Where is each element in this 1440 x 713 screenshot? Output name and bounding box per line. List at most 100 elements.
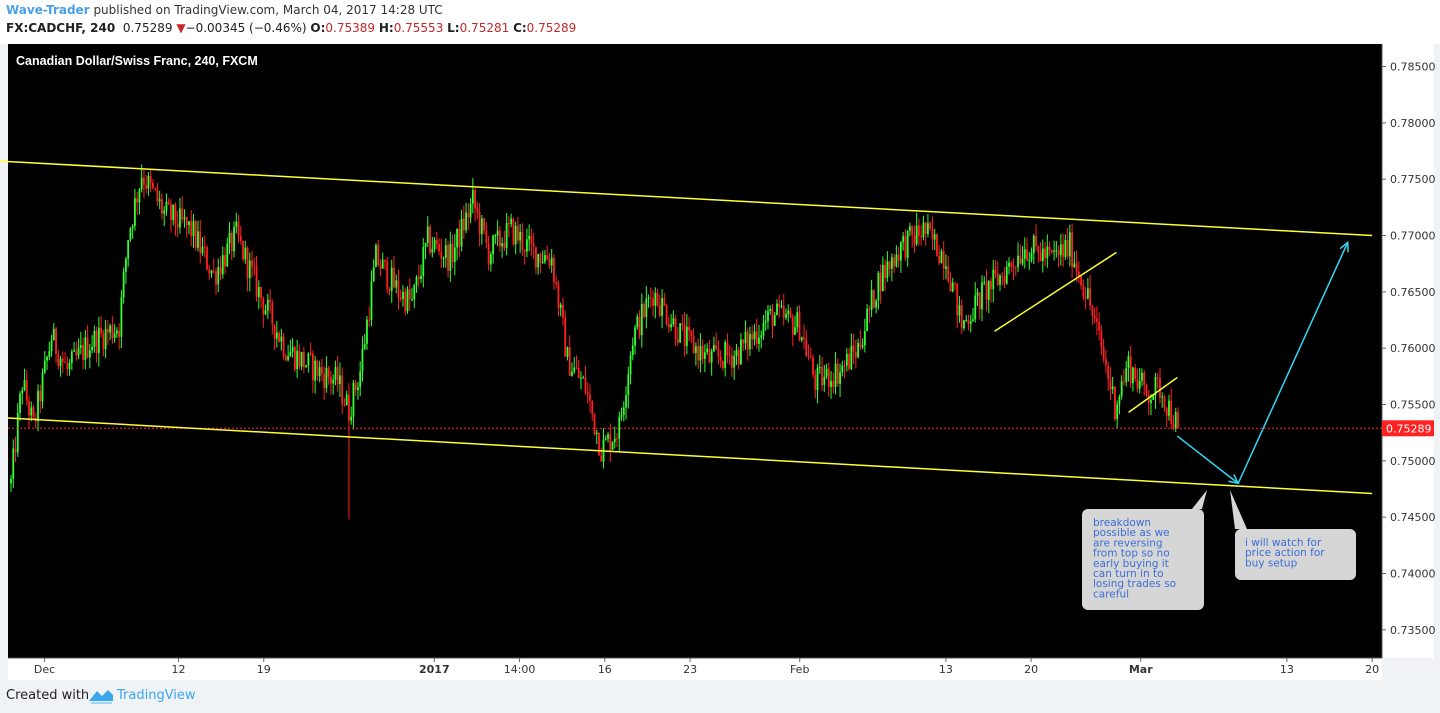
candle-body: [91, 346, 94, 351]
candle-body: [1093, 315, 1096, 319]
low-value: 0.75281: [459, 21, 510, 35]
candle-body: [50, 340, 53, 352]
open-label: O:: [310, 21, 326, 35]
author-link[interactable]: Wave-Trader: [6, 3, 90, 17]
candle-body: [278, 332, 280, 342]
candle-body: [936, 234, 938, 256]
candle-body: [1075, 263, 1078, 272]
candle-body: [1100, 330, 1103, 348]
candle-body: [100, 327, 103, 334]
candle-body: [16, 412, 19, 453]
candle-body: [129, 228, 132, 241]
candle-body: [1062, 244, 1065, 257]
candle-body: [996, 274, 999, 285]
candle-body: [703, 352, 706, 360]
candle-body: [544, 255, 546, 262]
candle-body: [595, 432, 598, 435]
candle-body: [1048, 246, 1051, 250]
candle-body: [339, 375, 341, 385]
chart[interactable]: Canadian Dollar/Swiss Franc, 240, FXCM 0…: [0, 44, 1440, 684]
candle-body: [498, 230, 501, 247]
price-axis[interactable]: [1382, 44, 1434, 658]
callout-text: breakdown possible as we are reversing from…: [1093, 517, 1176, 600]
high-label: H:: [378, 21, 394, 35]
change-arrow-icon: ▼: [176, 21, 186, 35]
candle-body: [753, 331, 756, 340]
candle-body: [951, 282, 954, 292]
candle-body: [909, 226, 911, 231]
candle-body: [1170, 400, 1173, 425]
candle-body: [647, 297, 650, 299]
x-tick-label: 2017: [419, 663, 450, 676]
candle-body: [805, 339, 808, 357]
candle-body: [631, 345, 634, 356]
candle-body: [115, 330, 118, 334]
candle-body: [379, 265, 382, 269]
last-price: 0.75289: [122, 21, 173, 35]
candle-body: [242, 240, 244, 260]
candle-body: [269, 299, 271, 303]
candle-body: [165, 201, 168, 211]
callout-box[interactable]: [1235, 529, 1356, 580]
candle-body: [458, 228, 461, 247]
low-label: L:: [447, 21, 460, 35]
callout-box[interactable]: [1082, 509, 1204, 610]
chart-title: Canadian Dollar/Swiss Franc, 240, FXCM: [16, 54, 258, 68]
candle-body: [1055, 250, 1058, 252]
candle-body: [467, 212, 470, 218]
candle-body: [787, 310, 790, 314]
candle-body: [593, 413, 596, 435]
candle-body: [327, 367, 330, 378]
candle-body: [1132, 367, 1134, 384]
candle-body: [109, 325, 112, 333]
candle-body: [1136, 378, 1139, 389]
candle-body: [39, 390, 42, 402]
candle-body: [429, 226, 431, 253]
candle-body: [778, 303, 781, 308]
candle-body: [895, 254, 898, 267]
candle-body: [298, 350, 301, 367]
candle-body: [140, 177, 143, 190]
last-price-tag-bg: [1382, 420, 1434, 437]
created-with-label: Created with: [6, 688, 90, 703]
candle-body: [681, 323, 684, 326]
candle-body: [233, 226, 235, 252]
candle-body: [769, 308, 772, 311]
candle-body: [1053, 250, 1055, 253]
time-axis[interactable]: [8, 658, 1382, 680]
candle-body: [136, 198, 139, 203]
candle-body: [609, 434, 612, 450]
last-price-tag: 0.75289: [1382, 420, 1434, 437]
trendline: [994, 251, 1117, 332]
candle-body: [483, 218, 486, 231]
candle-body: [645, 298, 648, 317]
candle-body: [888, 261, 891, 269]
candle-body: [580, 378, 582, 380]
candle-body: [330, 377, 332, 384]
candle-body: [830, 380, 832, 387]
y-tick-labels: 0.78500 0.78000 0.77500 0.77000 0.76500 0.760…: [1382, 61, 1436, 637]
candle-body: [1028, 260, 1031, 262]
arrow-head-icon: [1339, 240, 1349, 253]
candle-body: [963, 320, 965, 329]
candle-body: [372, 267, 375, 282]
candle-body: [167, 201, 170, 205]
candle-body: [336, 367, 339, 385]
candle-body: [501, 243, 504, 247]
tradingview-link[interactable]: TradingView: [117, 688, 196, 703]
candle-body: [708, 348, 711, 363]
candle-body: [381, 259, 384, 269]
candle-body: [460, 218, 463, 247]
candle-body: [451, 243, 454, 263]
candle-body: [357, 387, 359, 391]
candle-body: [1014, 267, 1017, 269]
candle-body: [969, 321, 972, 325]
candle-body: [228, 232, 231, 244]
candle-body: [1134, 367, 1137, 379]
tradingview-logo-icon[interactable]: [88, 687, 114, 705]
candle-body: [954, 282, 956, 284]
candle-body: [253, 266, 256, 268]
candle-body: [881, 264, 884, 292]
candle-body: [201, 246, 204, 254]
candle-body: [999, 275, 1001, 285]
